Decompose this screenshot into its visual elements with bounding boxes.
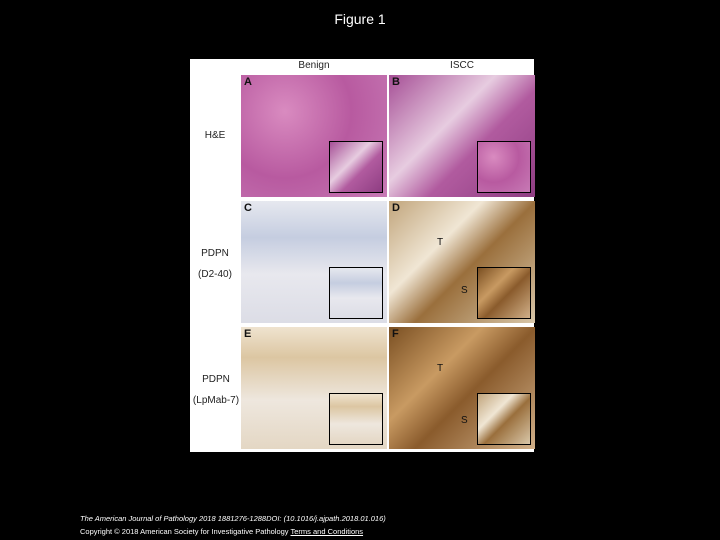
region-mark: S [461, 285, 468, 296]
inset [477, 393, 531, 445]
panel-letter: A [244, 76, 252, 88]
slide-title: Figure 1 [334, 11, 386, 27]
row-label-line: H&E [204, 130, 226, 141]
row-label: PDPN (D2-40) [190, 243, 240, 285]
terms-link[interactable]: Terms and Conditions [290, 527, 364, 536]
copyright-line: Copyright © 2018 American Society for In… [80, 527, 363, 536]
row-label-line: PDPN [202, 374, 230, 385]
panel-image: C [241, 201, 387, 323]
inset [329, 393, 383, 445]
row-label-line: (D2-40) [198, 269, 232, 280]
panel-letter: E [244, 328, 252, 340]
panel-image: B [389, 75, 535, 197]
column-header: ISCC [450, 60, 474, 71]
panel-letter: C [244, 202, 252, 214]
row-label: H&E [190, 125, 240, 146]
panel-letter: B [392, 76, 400, 88]
inset [477, 267, 531, 319]
panel-image: A [241, 75, 387, 197]
panel-letter: F [392, 328, 399, 340]
panel-image: F T S [389, 327, 535, 449]
region-mark: S [461, 415, 468, 426]
panel-letter: D [392, 202, 400, 214]
column-header: Benign [298, 60, 330, 71]
copyright: Copyright © 2018 American Society for In… [80, 527, 289, 536]
row-label-line: (LpMab-7) [192, 395, 240, 406]
row-label: PDPN (LpMab-7) [188, 369, 244, 411]
row-label-line: PDPN [201, 248, 229, 259]
citation: The American Journal of Pathology 2018 1… [80, 514, 386, 523]
region-mark: T [437, 237, 444, 248]
figure: Benign ISCC H&E PDPN (D2-40) PDPN (LpMab-7… [188, 59, 535, 452]
panel-image: E [241, 327, 387, 449]
inset [329, 141, 383, 193]
panel-image: D T S [389, 201, 535, 323]
region-mark: T [437, 363, 444, 374]
inset [477, 141, 531, 193]
inset [329, 267, 383, 319]
